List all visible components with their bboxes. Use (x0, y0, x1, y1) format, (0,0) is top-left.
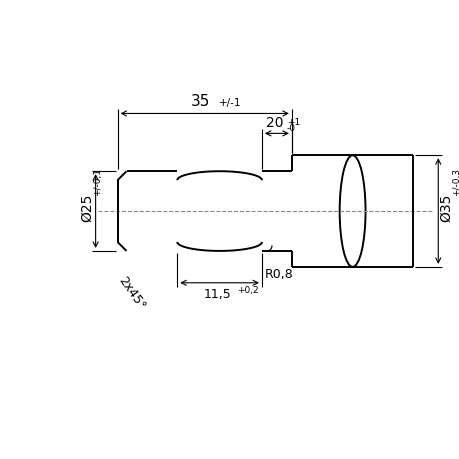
Text: 2x45°: 2x45° (115, 273, 147, 311)
Text: R0,8: R0,8 (264, 267, 293, 280)
Text: 11,5: 11,5 (203, 287, 231, 300)
Text: 20: 20 (266, 116, 283, 130)
Text: -0: -0 (286, 124, 295, 133)
Text: Ø25: Ø25 (79, 194, 94, 222)
Text: +/-0,1: +/-0,1 (93, 168, 102, 196)
Text: +/-1: +/-1 (218, 98, 241, 108)
Text: +0,2: +0,2 (237, 285, 258, 294)
Text: +1: +1 (286, 118, 299, 127)
Text: +/-0,3: +/-0,3 (451, 168, 459, 196)
Text: Ø35: Ø35 (438, 194, 452, 222)
Text: 35: 35 (190, 94, 210, 109)
